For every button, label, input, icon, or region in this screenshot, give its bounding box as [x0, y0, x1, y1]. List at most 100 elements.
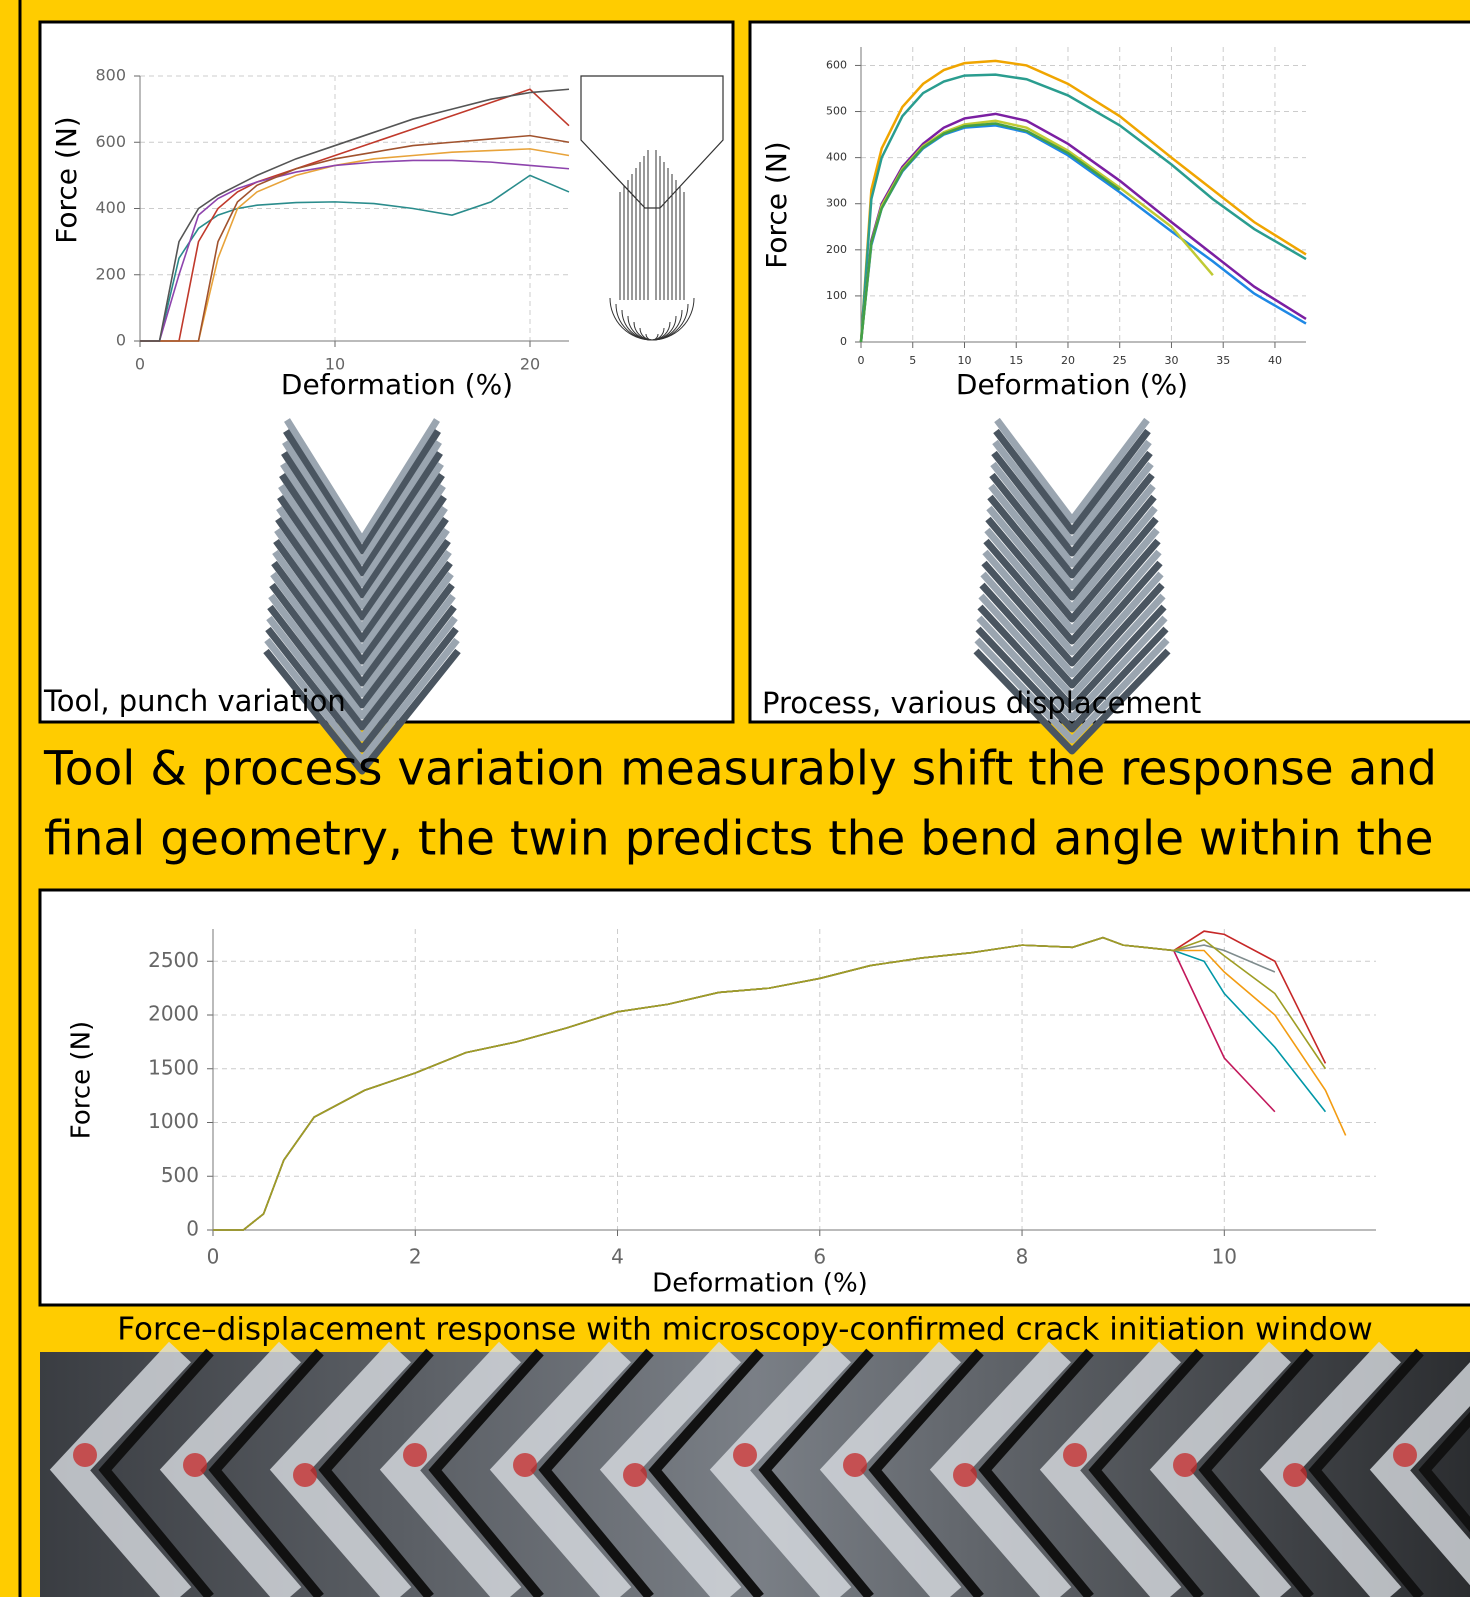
- y-tick-label: 600: [95, 132, 126, 151]
- y-tick-label: 500: [161, 1163, 199, 1187]
- specimen: [987, 494, 1157, 601]
- chevron: [709, 1341, 852, 1597]
- crack-mark: [293, 1463, 317, 1487]
- x-axis-label: Deformation (%): [281, 368, 513, 401]
- specimen: [986, 505, 1158, 612]
- headline: final geometry, the twin predicts the be…: [44, 812, 1434, 867]
- series-line: [140, 174, 570, 342]
- specimen: [994, 417, 1150, 524]
- specimen: [988, 483, 1156, 590]
- chevron-edge: [98, 1348, 214, 1597]
- specimen: [270, 571, 454, 698]
- chevron-edge: [1198, 1348, 1314, 1597]
- series-line: [140, 88, 570, 342]
- chevron: [1039, 1341, 1182, 1597]
- crack-mark: [183, 1453, 207, 1477]
- x-tick-label: 8: [1016, 1245, 1029, 1269]
- y-tick-label: 600: [826, 58, 847, 71]
- specimen: [269, 582, 455, 709]
- specimen: [990, 461, 1154, 568]
- y-tick-label: 200: [826, 243, 847, 256]
- specimen: [278, 484, 446, 610]
- specimen: [276, 506, 448, 632]
- x-tick-label: 10: [325, 355, 345, 374]
- crack-mark: [953, 1463, 977, 1487]
- specimen: [980, 571, 1164, 678]
- specimen: [978, 593, 1166, 700]
- series-line: [859, 59, 1307, 343]
- y-axis-label: Force (N): [67, 1021, 97, 1139]
- specimen: [265, 626, 459, 753]
- x-tick-label: 20: [520, 355, 540, 374]
- x-tick-label: 0: [207, 1245, 220, 1269]
- specimen: [280, 462, 444, 588]
- chevron-edge: [318, 1348, 434, 1597]
- y-tick-label: 100: [826, 289, 847, 302]
- specimen: [266, 615, 458, 742]
- series-line: [140, 159, 570, 342]
- specimen: [267, 604, 457, 731]
- chevron-edge: [1088, 1348, 1204, 1597]
- x-tick-label: 20: [1061, 354, 1075, 367]
- chevron-edge: [428, 1348, 544, 1597]
- chevron-edge: [538, 1348, 654, 1597]
- chevron: [1259, 1341, 1402, 1597]
- y-tick-label: 0: [840, 335, 847, 348]
- chevron: [599, 1341, 742, 1597]
- x-axis-label: Deformation (%): [956, 368, 1188, 401]
- y-tick-label: 300: [826, 197, 847, 210]
- series-line: [859, 73, 1307, 343]
- specimen: [984, 527, 1160, 634]
- chevron-edge: [868, 1348, 984, 1597]
- x-tick-label: 30: [1164, 354, 1178, 367]
- y-tick-label: 0: [186, 1217, 199, 1241]
- crack-mark: [623, 1463, 647, 1487]
- x-tick-label: 0: [858, 354, 865, 367]
- chevron: [49, 1341, 192, 1597]
- micrograph-chevrons: [49, 1341, 1470, 1597]
- specimen: [263, 648, 461, 775]
- specimen: [268, 593, 456, 720]
- specimen: [991, 450, 1153, 557]
- specimen: [283, 429, 441, 555]
- y-tick-label: 1000: [148, 1109, 199, 1133]
- specimen: [264, 637, 460, 764]
- specimen: [977, 604, 1167, 711]
- x-tick-label: 35: [1216, 354, 1230, 367]
- series-line: [213, 936, 1327, 1231]
- specimen: [273, 538, 451, 665]
- series-line: [859, 122, 1121, 343]
- specimen: [275, 516, 449, 643]
- chevron-edge: [648, 1348, 764, 1597]
- chevron: [489, 1341, 632, 1597]
- chevron-edge: [978, 1348, 1094, 1597]
- x-tick-label: 10: [1212, 1245, 1237, 1269]
- specimen: [282, 440, 442, 566]
- chevron: [269, 1341, 412, 1597]
- y-tick-label: 1500: [148, 1055, 199, 1079]
- crack-mark: [1063, 1443, 1087, 1467]
- specimen: [983, 538, 1161, 645]
- specimen: [979, 582, 1165, 689]
- crack-mark: [403, 1443, 427, 1467]
- specimen: [992, 439, 1152, 546]
- x-tick-label: 25: [1113, 354, 1127, 367]
- chevron: [819, 1341, 962, 1597]
- specimen: [272, 549, 452, 676]
- crack-mark: [1283, 1463, 1307, 1487]
- headline: Tool & process variation measurably shif…: [43, 742, 1437, 797]
- y-axis-label: Force (N): [50, 116, 83, 243]
- specimen: [974, 637, 1170, 744]
- chevron: [159, 1341, 302, 1597]
- specimen: [274, 527, 450, 654]
- y-tick-label: 800: [95, 66, 126, 85]
- x-tick-label: 0: [135, 355, 145, 374]
- specimen: [277, 495, 447, 621]
- punch-arc: [609, 297, 695, 341]
- x-tick-label: 2: [409, 1245, 422, 1269]
- specimen: [981, 560, 1163, 667]
- crack-mark: [843, 1453, 867, 1477]
- specimen: [279, 473, 445, 599]
- crack-mark: [1173, 1453, 1197, 1477]
